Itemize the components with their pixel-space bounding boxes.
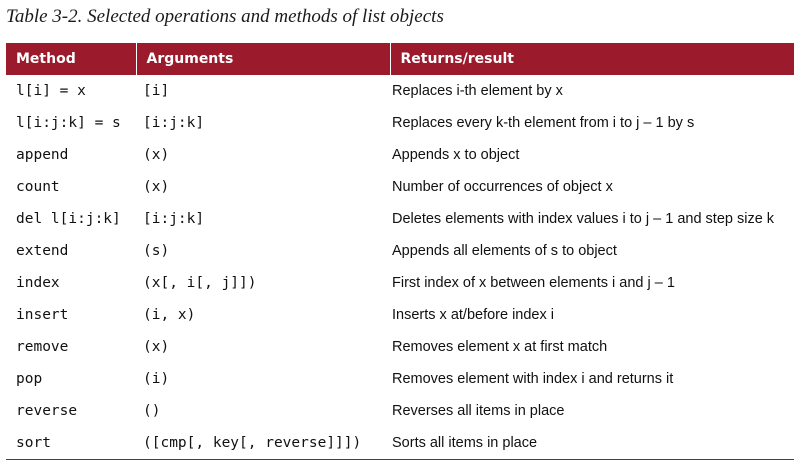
header-arguments: Arguments xyxy=(135,43,390,75)
method-cell: reverse xyxy=(16,403,78,419)
table-body: l[i] = x [i] Replaces i-th element by x … xyxy=(6,75,794,460)
arguments-cell: (i) xyxy=(143,371,170,387)
list-methods-table: Method Arguments Returns/result l[i] = x… xyxy=(6,43,794,460)
method-cell: del l[i:j:k] xyxy=(16,211,121,227)
table-row: reverse () Reverses all items in place xyxy=(6,395,794,427)
table-header: Method Arguments Returns/result xyxy=(6,43,794,75)
arguments-cell: [i:j:k] xyxy=(143,115,205,131)
result-cell: Replaces every k-th element from i to j … xyxy=(392,115,695,131)
method-cell: sort xyxy=(6,427,136,460)
result-cell: Appends x to object xyxy=(392,147,520,163)
table-row: remove (x) Removes element x at first ma… xyxy=(6,331,794,363)
result-cell: Appends all elements of s to object xyxy=(392,243,617,259)
result-cell: Removes element with index i and returns… xyxy=(392,371,674,387)
arguments-cell: ([cmp[, key[, reverse]]]) xyxy=(136,427,390,460)
table-row: count (x) Number of occurrences of objec… xyxy=(6,171,794,203)
arguments-cell: (s) xyxy=(143,243,170,259)
table-row: del l[i:j:k] [i:j:k] Deletes elements wi… xyxy=(6,203,794,235)
table-row: l[i:j:k] = s [i:j:k] Replaces every k-th… xyxy=(6,107,794,139)
method-cell: count xyxy=(16,179,60,195)
result-cell: Reverses all items in place xyxy=(392,403,565,419)
method-cell: pop xyxy=(16,371,43,387)
table-caption: Table 3-2. Selected operations and metho… xyxy=(6,6,444,27)
arguments-cell: (x[, i[, j]]) xyxy=(143,275,257,291)
result-cell: Number of occurrences of object x xyxy=(392,179,613,195)
result-cell: First index of x between elements i and … xyxy=(392,275,675,291)
result-cell: Sorts all items in place xyxy=(390,427,794,460)
header-method: Method xyxy=(16,51,76,67)
arguments-cell: () xyxy=(143,403,161,419)
method-cell: l[i:j:k] = s xyxy=(16,115,121,131)
table-row: insert (i, x) Inserts x at/before index … xyxy=(6,299,794,331)
table-row: pop (i) Removes element with index i and… xyxy=(6,363,794,395)
table-row: l[i] = x [i] Replaces i-th element by x xyxy=(6,75,794,107)
method-cell: append xyxy=(16,147,69,163)
result-cell: Replaces i-th element by x xyxy=(392,83,563,99)
result-cell: Inserts x at/before index i xyxy=(392,307,554,323)
arguments-cell: [i:j:k] xyxy=(143,211,205,227)
result-cell: Deletes elements with index values i to … xyxy=(392,211,775,227)
method-cell: insert xyxy=(16,307,69,323)
arguments-cell: (x) xyxy=(143,339,170,355)
table-row: extend (s) Appends all elements of s to … xyxy=(6,235,794,267)
table-row: append (x) Appends x to object xyxy=(6,139,794,171)
arguments-cell: (x) xyxy=(143,147,170,163)
arguments-cell: (i, x) xyxy=(143,307,196,323)
method-cell: l[i] = x xyxy=(16,83,86,99)
method-cell: remove xyxy=(16,339,69,355)
method-cell: index xyxy=(16,275,60,291)
arguments-cell: (x) xyxy=(143,179,170,195)
header-row: Method Arguments Returns/result xyxy=(6,43,794,75)
header-result: Returns/result xyxy=(389,43,794,75)
table-row: sort ([cmp[, key[, reverse]]]) Sorts all… xyxy=(6,427,794,460)
result-cell: Removes element x at first match xyxy=(392,339,608,355)
arguments-cell: [i] xyxy=(143,83,170,99)
table-row: index (x[, i[, j]]) First index of x bet… xyxy=(6,267,794,299)
method-cell: extend xyxy=(16,243,69,259)
